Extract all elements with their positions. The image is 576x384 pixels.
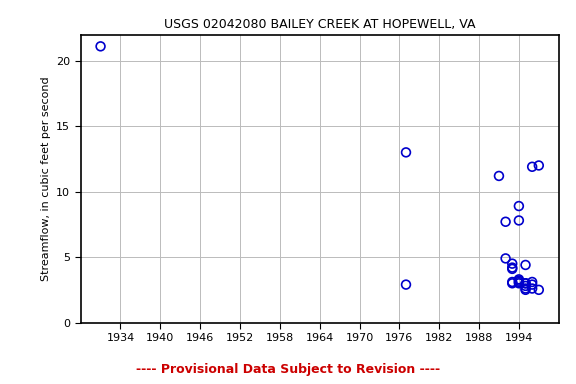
Point xyxy=(501,255,510,262)
Point xyxy=(96,43,105,50)
Y-axis label: Streamflow, in cubic feet per second: Streamflow, in cubic feet per second xyxy=(40,76,51,281)
Point xyxy=(514,280,524,286)
Point xyxy=(507,261,517,267)
Point xyxy=(528,281,537,288)
Point xyxy=(507,279,517,285)
Point xyxy=(521,283,530,289)
Point xyxy=(514,203,524,209)
Point xyxy=(521,280,530,286)
Point xyxy=(507,265,517,271)
Text: ---- Provisional Data Subject to Revision ----: ---- Provisional Data Subject to Revisio… xyxy=(136,363,440,376)
Point xyxy=(514,278,524,284)
Title: USGS 02042080 BAILEY CREEK AT HOPEWELL, VA: USGS 02042080 BAILEY CREEK AT HOPEWELL, … xyxy=(164,18,475,31)
Point xyxy=(507,280,517,286)
Point xyxy=(528,285,537,291)
Point xyxy=(528,279,537,285)
Point xyxy=(534,162,543,169)
Point xyxy=(401,149,411,156)
Point xyxy=(507,266,517,272)
Point xyxy=(514,279,524,285)
Point xyxy=(528,164,537,170)
Point xyxy=(401,281,411,288)
Point xyxy=(494,173,503,179)
Point xyxy=(534,287,543,293)
Point xyxy=(501,219,510,225)
Point xyxy=(514,276,524,283)
Point xyxy=(521,285,530,291)
Point xyxy=(521,287,530,293)
Point xyxy=(521,262,530,268)
Point xyxy=(514,217,524,223)
Point xyxy=(521,280,530,286)
